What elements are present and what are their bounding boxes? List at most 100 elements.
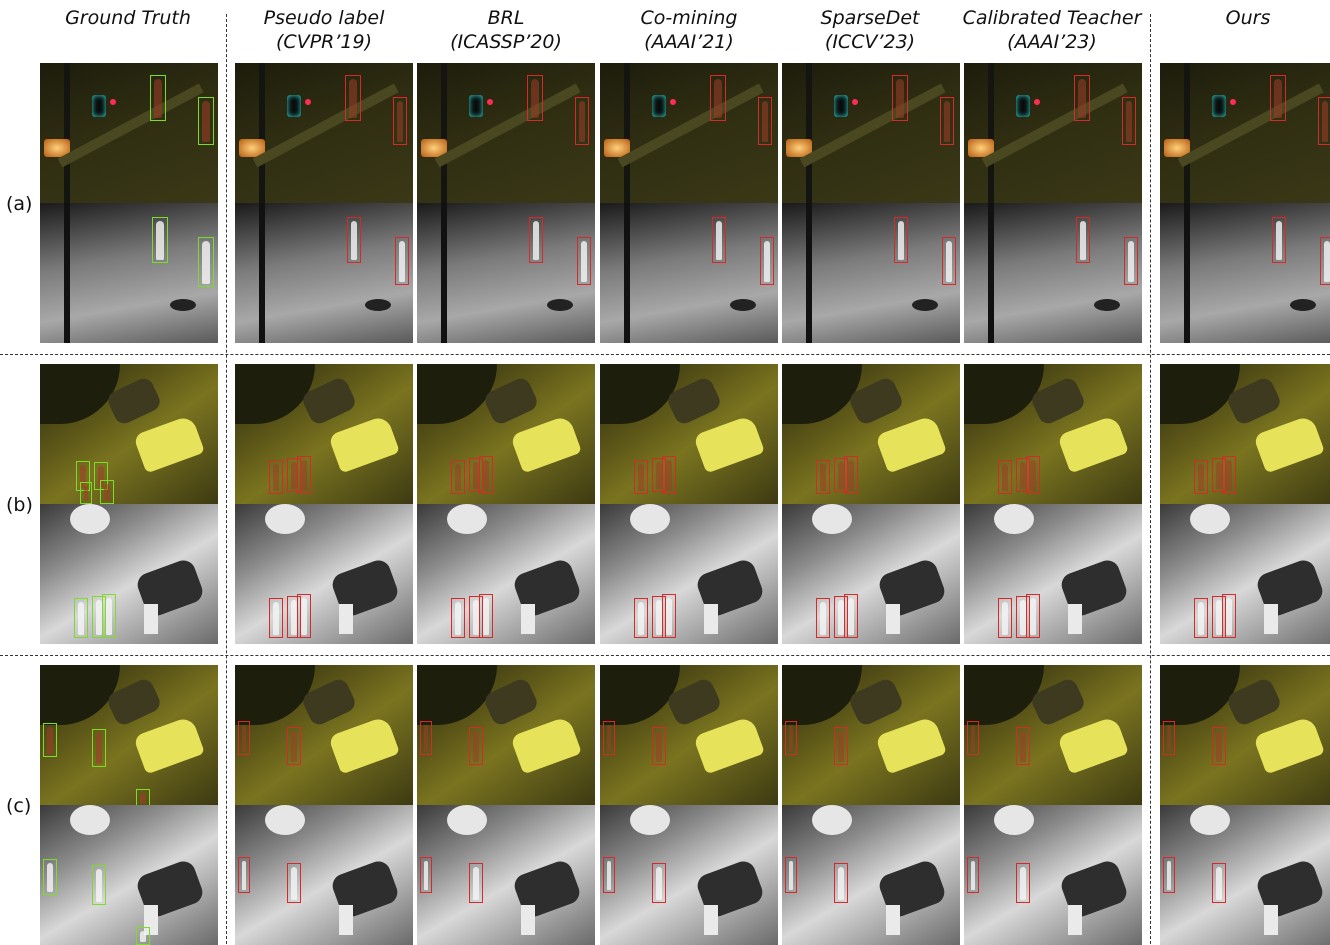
pedestrian-shape [140, 793, 146, 804]
prediction-box [287, 727, 301, 765]
signal-lamp-shape [239, 139, 265, 157]
tree-shadow-shape [40, 665, 120, 725]
red-light-shape [1230, 99, 1236, 105]
pedestrian-shape [1020, 600, 1026, 635]
pedestrian-shape [714, 79, 722, 118]
red-light-shape [670, 99, 676, 105]
pedestrian-shape [473, 731, 479, 762]
bollard-shape [886, 604, 900, 634]
pedestrian-shape [1020, 462, 1026, 489]
pedestrian-shape [638, 602, 644, 635]
tree-shadow-shape [417, 665, 497, 725]
manhole-shape [912, 299, 938, 311]
traffic-light-shape [469, 95, 483, 117]
pole-shape [624, 203, 630, 343]
pedestrian-shape [96, 733, 102, 764]
prediction-box [634, 598, 648, 638]
pedestrian-shape [473, 867, 479, 900]
column-title: Ours [1225, 7, 1271, 29]
pedestrian-shape [716, 221, 722, 260]
pedestrian-shape [80, 465, 86, 488]
prediction-box [1194, 460, 1208, 494]
pedestrian-shape [1226, 460, 1232, 491]
prediction-box [967, 857, 979, 893]
prediction-box [420, 721, 432, 755]
car-yellow-shape [133, 414, 205, 474]
pedestrian-shape [156, 221, 164, 260]
pedestrian-shape [1274, 79, 1282, 118]
ground-truth-box [92, 865, 106, 905]
thermal-image [782, 203, 960, 343]
thermal-image [40, 805, 218, 945]
pedestrian-shape [1198, 464, 1204, 491]
rgb-image [235, 665, 413, 805]
pedestrian-shape [349, 79, 357, 118]
signal-lamp-shape [968, 139, 994, 157]
red-light-shape [1034, 99, 1040, 105]
rgb-image [964, 63, 1142, 203]
pedestrian-shape [202, 101, 210, 142]
curb-shape [799, 83, 946, 168]
bollard-shape [1068, 604, 1082, 634]
tree-shape [447, 805, 487, 835]
thermal-image [600, 504, 778, 644]
column-header-pl: Pseudo label (CVPR’19) [214, 6, 434, 62]
prediction-box [393, 97, 407, 145]
ground-truth-box [74, 598, 88, 638]
pedestrian-shape [273, 464, 279, 491]
rgb-image [40, 364, 218, 504]
prediction-box [469, 863, 483, 903]
traffic-light-shape [652, 95, 666, 117]
rgb-image [964, 665, 1142, 805]
car-yellow-shape [1253, 715, 1325, 775]
traffic-light-shape [1016, 95, 1030, 117]
manhole-shape [365, 299, 391, 311]
tree-shape [994, 504, 1034, 534]
pedestrian-shape [762, 101, 768, 142]
manhole-shape [170, 299, 196, 311]
prediction-box [451, 460, 465, 494]
column-venue: (AAAI’21) [644, 31, 734, 53]
thermal-image [782, 805, 960, 945]
tree-shadow-shape [40, 364, 120, 424]
manhole-shape [730, 299, 756, 311]
prediction-box [1320, 237, 1330, 285]
rgb-image [600, 665, 778, 805]
thermal-image [600, 805, 778, 945]
pole-shape [988, 63, 994, 203]
pedestrian-shape [838, 462, 844, 489]
prediction-box [287, 596, 301, 638]
bollard-shape [886, 905, 900, 935]
thermal-image [964, 504, 1142, 644]
pedestrian-shape [424, 725, 428, 752]
thermal-image [40, 504, 218, 644]
rgb-image [600, 364, 778, 504]
thermal-image [1160, 805, 1330, 945]
column-venue: (ICASSP’20) [450, 31, 562, 53]
vertical-separator [1150, 14, 1151, 944]
image-panel-a-gt [40, 63, 218, 343]
prediction-box [785, 857, 797, 893]
pedestrian-shape [820, 464, 826, 491]
column-venue: (CVPR’19) [276, 31, 372, 53]
pedestrian-shape [301, 598, 307, 635]
prediction-box [238, 857, 250, 893]
column-title: Co-mining [640, 7, 738, 29]
pole-shape [441, 203, 447, 343]
image-panel-c-brl [417, 665, 595, 945]
prediction-box [1016, 458, 1030, 492]
signal-lamp-shape [604, 139, 630, 157]
ground-truth-box [136, 789, 150, 805]
prediction-box [1194, 598, 1208, 638]
prediction-box [834, 727, 848, 765]
pedestrian-shape [607, 861, 611, 890]
pedestrian-shape [533, 221, 539, 260]
prediction-box [662, 594, 676, 638]
pedestrian-shape [656, 867, 662, 900]
pedestrian-shape [944, 101, 950, 142]
curb-shape [252, 83, 399, 168]
ground-truth-box [92, 729, 106, 767]
prediction-box [347, 217, 361, 263]
thermal-image [964, 805, 1142, 945]
image-panel-b-cm [600, 364, 778, 644]
